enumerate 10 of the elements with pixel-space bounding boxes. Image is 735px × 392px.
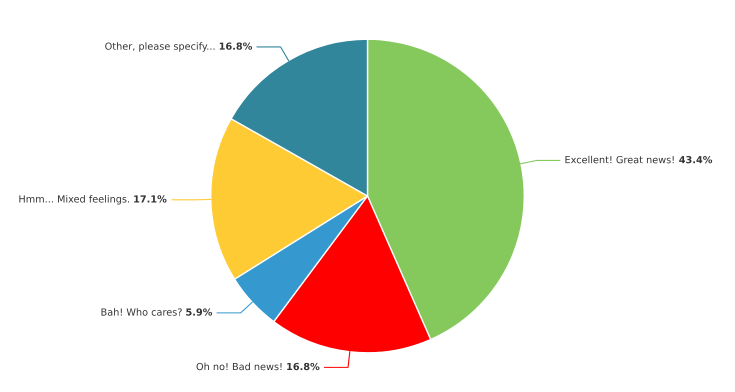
slice-label: Bah! Who cares? — [102, 308, 182, 316]
slice-label: Other, please specify... — [105, 42, 214, 52]
data-label: 43.4% — [679, 156, 712, 164]
slice-label: Oh no! Bad news! — [196, 362, 282, 370]
data-label: 16.8% — [220, 42, 252, 50]
data-label: 16.8% — [287, 362, 320, 370]
data-label: 5.9% — [186, 308, 212, 316]
slice-label: Hmm... Mixed feelings. — [19, 195, 130, 204]
data-label: 17.1% — [134, 195, 167, 203]
slice-label: Excellent! Great news! — [565, 156, 674, 164]
